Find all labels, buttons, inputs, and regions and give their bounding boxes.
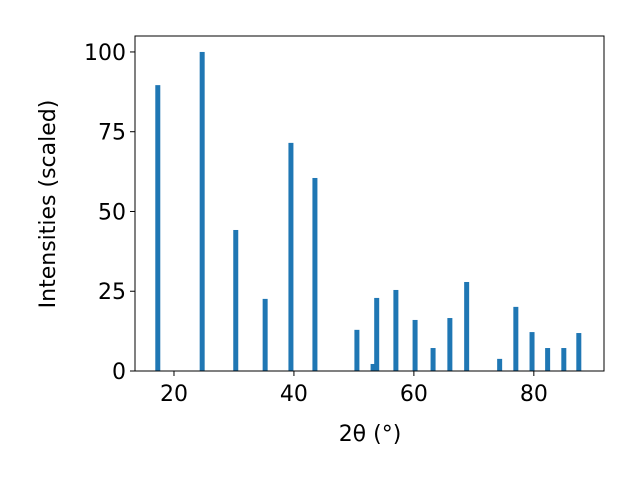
y-tick-label: 50 [98,200,126,225]
bar [513,306,519,371]
x-tick-label: 40 [280,382,308,407]
bar [529,332,535,371]
y-tick-label: 75 [98,121,126,146]
bar [374,297,380,371]
y-tick-label: 25 [98,280,126,305]
y-tick-label: 0 [112,360,126,385]
bar [430,348,436,371]
bar [576,333,582,371]
x-tick-label: 20 [160,382,188,407]
bar [464,281,470,371]
bar [312,177,318,371]
bar [545,348,551,371]
bar [354,329,360,371]
bar [497,358,503,371]
bar [199,51,205,371]
y-axis-label: Intensities (scaled) [36,100,61,309]
x-tick-label: 80 [520,382,548,407]
bar [393,289,399,371]
x-axis-label: 2θ (°) [339,422,402,447]
x-tick-label: 60 [400,382,428,407]
bar [412,319,418,371]
bar [288,142,294,371]
bar [233,229,239,371]
y-tick-label: 100 [84,41,126,66]
bar [561,348,567,371]
plot-frame [134,35,605,372]
bar [262,298,268,371]
bar [447,318,453,371]
bar [370,363,376,371]
bar [155,85,161,371]
